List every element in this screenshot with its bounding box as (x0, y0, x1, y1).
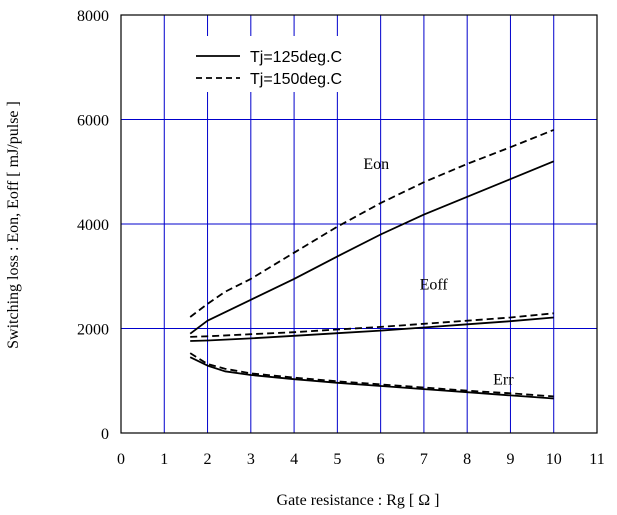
y-tick-label: 4000 (77, 217, 109, 234)
y-axis-title: Switching loss : Eon, Eoff [ mJ/pulse ] (5, 101, 22, 349)
y-tick-label: 0 (101, 426, 109, 443)
series-line-eon-tj150 (189, 129, 555, 318)
x-tick-label: 7 (420, 451, 428, 468)
y-tick-label: 6000 (77, 113, 109, 130)
series-line-err-tj125 (189, 356, 554, 400)
x-tick-label: 8 (463, 451, 471, 468)
annotation-eon: Eon (363, 156, 389, 173)
legend-box (176, 36, 376, 92)
x-tick-label: 6 (377, 451, 385, 468)
y-tick-label: 8000 (77, 8, 109, 25)
x-tick-label: 1 (160, 451, 168, 468)
x-tick-label: 9 (506, 451, 514, 468)
tick-labels: 0 1 2 3 4 5 6 7 8 9 10 11 0 2000 4000 6000 8000 (77, 8, 605, 468)
x-tick-label: 5 (333, 451, 341, 468)
legend-label-tj125: Tj=125deg.C (250, 49, 342, 66)
x-tick-label: 4 (290, 451, 298, 468)
series-line-eon-tj125 (189, 160, 555, 335)
series-line-eoff-tj125 (190, 316, 554, 342)
x-tick-label: 0 (117, 451, 125, 468)
x-tick-label: 2 (204, 451, 212, 468)
annotation-err: Err (493, 371, 514, 388)
legend: Tj=125deg.C Tj=150deg.C (176, 36, 376, 92)
annotation-eoff: Eoff (420, 276, 449, 293)
curve-annotations: Eon Eoff Err (363, 156, 514, 388)
plot-frame (120, 14, 598, 434)
x-tick-label: 10 (546, 451, 562, 468)
legend-label-tj150: Tj=150deg.C (250, 71, 342, 88)
y-tick-label: 2000 (77, 322, 109, 339)
x-tick-label: 11 (589, 451, 604, 468)
series-line-eoff-tj150 (190, 312, 554, 338)
series-lines (189, 129, 555, 400)
x-tick-label: 3 (247, 451, 255, 468)
x-axis-title: Gate resistance : Rg [ Ω ] (277, 492, 440, 509)
